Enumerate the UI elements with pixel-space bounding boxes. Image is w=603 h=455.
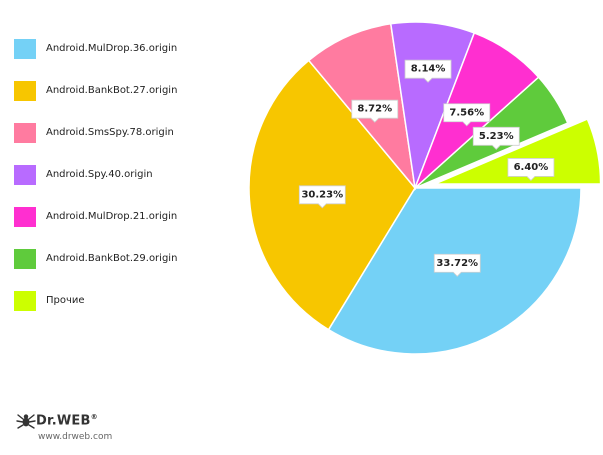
legend-label: Android.BankBot.27.origin xyxy=(46,85,178,96)
pie-data-label: 33.72% xyxy=(433,253,481,277)
legend-item: Android.MulDrop.36.origin xyxy=(14,38,177,59)
data-label-text: 7.56% xyxy=(449,107,484,118)
pie-slice xyxy=(434,118,602,185)
brand-url: www.drweb.com xyxy=(38,432,113,442)
data-label-box xyxy=(404,59,452,83)
legend-label: Android.BankBot.29.origin xyxy=(46,253,178,264)
data-label-box xyxy=(443,103,491,127)
legend-item: Android.MulDrop.21.origin xyxy=(14,206,177,227)
legend-swatch xyxy=(14,164,36,185)
data-label-box xyxy=(507,158,555,181)
data-label-box xyxy=(433,253,481,277)
legend-swatch xyxy=(14,122,36,143)
pie-data-label: 6.40% xyxy=(507,158,555,181)
legend-label: Android.Spy.40.origin xyxy=(46,169,153,180)
legend-swatch xyxy=(14,38,36,59)
data-label-text: 33.72% xyxy=(436,258,478,269)
legend-swatch xyxy=(14,80,36,101)
spider-logo-icon xyxy=(16,414,36,429)
chart-legend: Android.MulDrop.36.origin Android.BankBot… xyxy=(14,38,177,332)
legend-item: Android.SmsSpy.78.origin xyxy=(14,122,177,143)
data-label-text: 6.40% xyxy=(514,162,549,173)
legend-item: Android.BankBot.29.origin xyxy=(14,248,177,269)
legend-item: Прочие xyxy=(14,290,177,311)
legend-swatch xyxy=(14,206,36,227)
legend-swatch xyxy=(14,248,36,269)
data-label-text: 5.23% xyxy=(479,131,514,142)
data-label-text: 8.72% xyxy=(357,104,392,115)
pie-data-label: 8.14% xyxy=(404,59,452,83)
pie-data-label: 8.72% xyxy=(351,99,399,123)
legend-item: Android.Spy.40.origin xyxy=(14,164,177,185)
legend-label: Android.MulDrop.36.origin xyxy=(46,43,178,54)
data-label-text: 30.23% xyxy=(301,189,343,200)
pie-data-label: 5.23% xyxy=(472,126,520,150)
data-label-box xyxy=(351,99,399,123)
pie-data-labels: 33.72% 30.23% 8.72% 8.14% 7.56% 5.23% 6.40% xyxy=(298,59,555,277)
legend-swatch xyxy=(14,290,36,311)
legend-label: Android.SmsSpy.78.origin xyxy=(46,127,174,138)
pie-data-label: 7.56% xyxy=(443,103,491,127)
legend-item: Android.BankBot.27.origin xyxy=(14,80,177,101)
legend-label: Прочие xyxy=(46,295,85,306)
brand-footer: Dr.WEB® www.drweb.com xyxy=(16,412,112,442)
data-label-box xyxy=(472,126,520,150)
brand-name: Dr.WEB® xyxy=(36,413,98,429)
legend-label: Android.MulDrop.21.origin xyxy=(46,211,178,222)
data-label-text: 8.14% xyxy=(411,64,446,75)
data-label-box xyxy=(298,185,346,209)
pie-data-label: 30.23% xyxy=(298,185,346,209)
